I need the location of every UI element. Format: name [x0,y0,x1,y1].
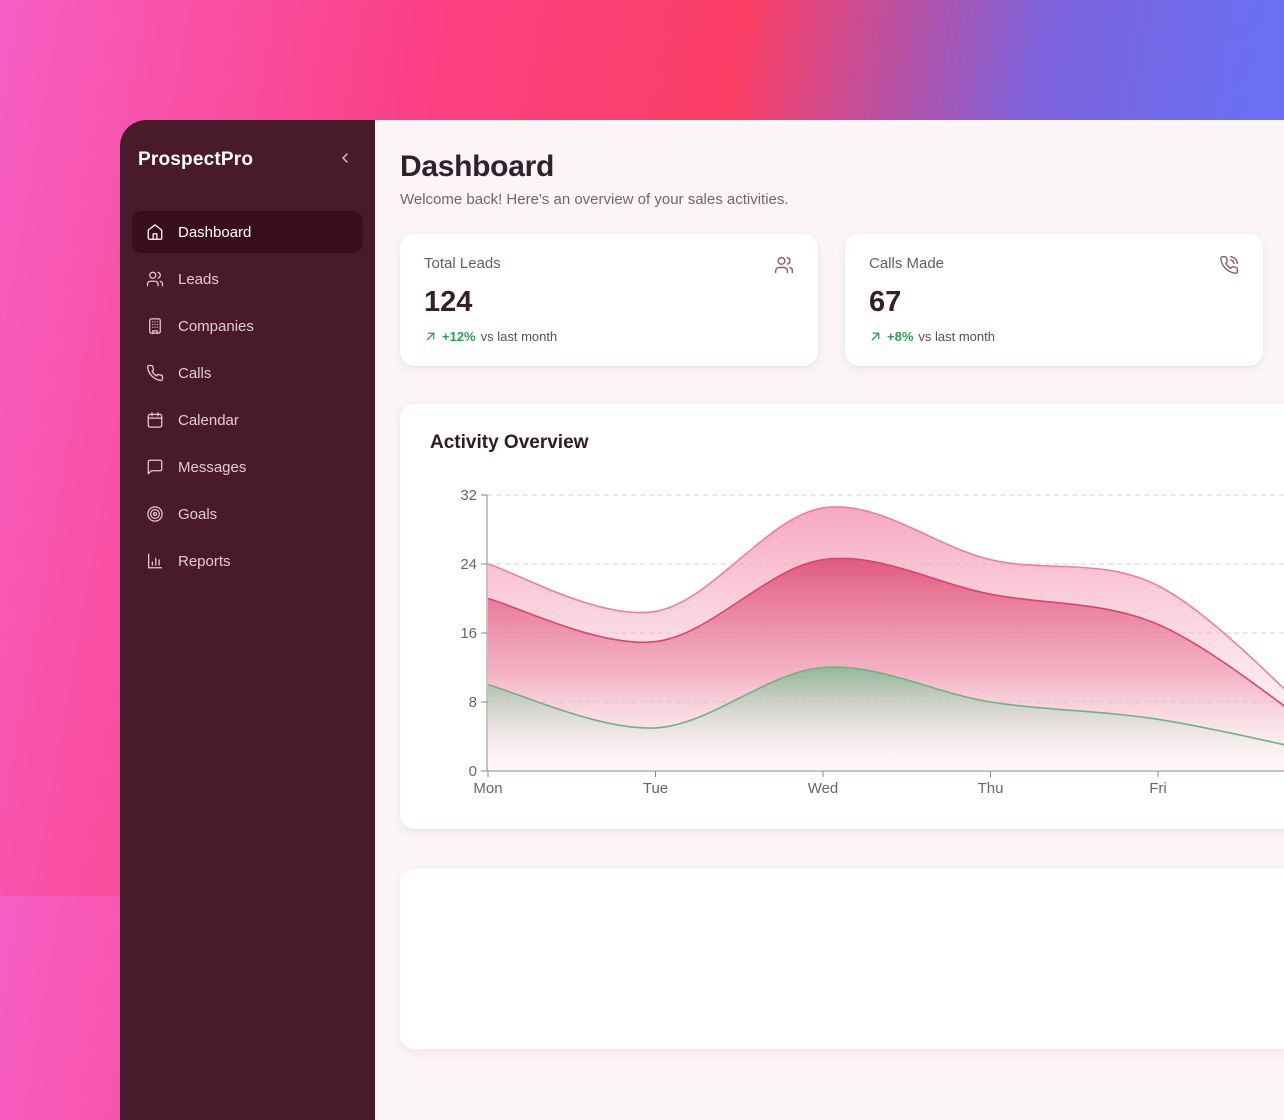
phone-icon [146,364,164,382]
sidebar-item-dashboard[interactable]: Dashboard [132,211,363,253]
green-area-fill [488,667,1284,771]
sidebar-item-leads[interactable]: Leads [132,258,363,300]
stat-label: Total Leads [424,255,501,272]
arrow-up-right-icon [869,330,882,343]
brand-title: ProspectPro [138,148,254,170]
y-tick-label: 8 [469,694,477,711]
sidebar-item-messages[interactable]: Messages [132,446,363,488]
stat-card-calls-made: Calls Made 67 +8% vs last month [845,234,1263,366]
stat-value: 124 [424,286,473,318]
target-icon [146,505,164,523]
stat-card-total-leads: Total Leads 124 +12% vs last month [400,234,818,366]
sidebar-item-calendar[interactable]: Calendar [132,399,363,441]
y-tick-label: 0 [469,763,477,780]
green-area-line [487,666,1284,746]
sidebar: ProspectPro Dashboard Leads Companies Calls… [120,120,375,1120]
x-tick-label: Mon [473,780,502,797]
y-tick-label: 24 [460,556,477,573]
users-icon [774,255,794,280]
stat-label: Calls Made [869,255,945,272]
stat-trend-suffix: vs last month [480,329,558,344]
activity-chart-svg: 08162432MonTueWedThuFriSat [460,487,1284,797]
sidebar-item-label: Calls [178,364,212,382]
users-icon [146,270,164,288]
sidebar-item-label: Messages [178,458,247,476]
sidebar-header: ProspectPro [132,142,363,171]
stat-value: 67 [869,286,902,318]
y-tick-label: 32 [460,487,477,504]
sidebar-item-label: Companies [178,317,254,335]
rose-area-line [487,557,1284,707]
sidebar-item-label: Goals [178,505,218,523]
arrow-up-right-icon [424,330,437,343]
phone-call-icon [1219,255,1239,280]
partial-bottom-card [400,869,1284,1049]
app-window: ProspectPro Dashboard Leads Companies Calls… [120,120,1284,1120]
bar-chart-icon [146,552,164,570]
stats-row: Total Leads 124 +12% vs last month Calls… [400,234,1284,366]
sidebar-item-label: Leads [178,270,219,288]
activity-overview-card: Activity Overview 0 8 16 24 32 Mon Tue Wed Thu Fr… [400,404,1284,829]
stat-trend-pct: +12% [442,329,476,344]
main-area: Dashboard Welcome back! Here's an overvi… [375,120,1284,1120]
sidebar-item-calls[interactable]: Calls [132,352,363,394]
x-tick-label: Tue [643,780,668,797]
sidebar-nav: Dashboard Leads Companies Calls Calendar Mess… [132,211,363,582]
x-tick-label: Wed [808,780,839,797]
sidebar-item-label: Calendar [178,411,239,429]
page-title: Dashboard [400,150,554,183]
building-icon [146,317,164,335]
sidebar-item-goals[interactable]: Goals [132,493,363,535]
message-square-icon [146,458,164,476]
light-pink-area-line [487,506,1284,690]
home-icon [146,223,164,241]
chart-title: Activity Overview [430,432,589,453]
x-tick-label: Fri [1149,780,1167,797]
stat-trend-pct: +8% [887,329,914,344]
sidebar-item-reports[interactable]: Reports [132,540,363,582]
page-subtitle: Welcome back! Here's an overview of your… [400,191,789,208]
sidebar-collapse-button[interactable] [335,148,355,171]
x-tick-label: Thu [978,780,1004,797]
sidebar-item-companies[interactable]: Companies [132,305,363,347]
stat-trend-suffix: vs last month [918,329,995,344]
sidebar-item-label: Dashboard [178,223,252,241]
y-tick-label: 16 [460,625,477,642]
chevron-left-icon [337,150,353,169]
calendar-icon [146,411,164,429]
sidebar-item-label: Reports [178,552,231,570]
